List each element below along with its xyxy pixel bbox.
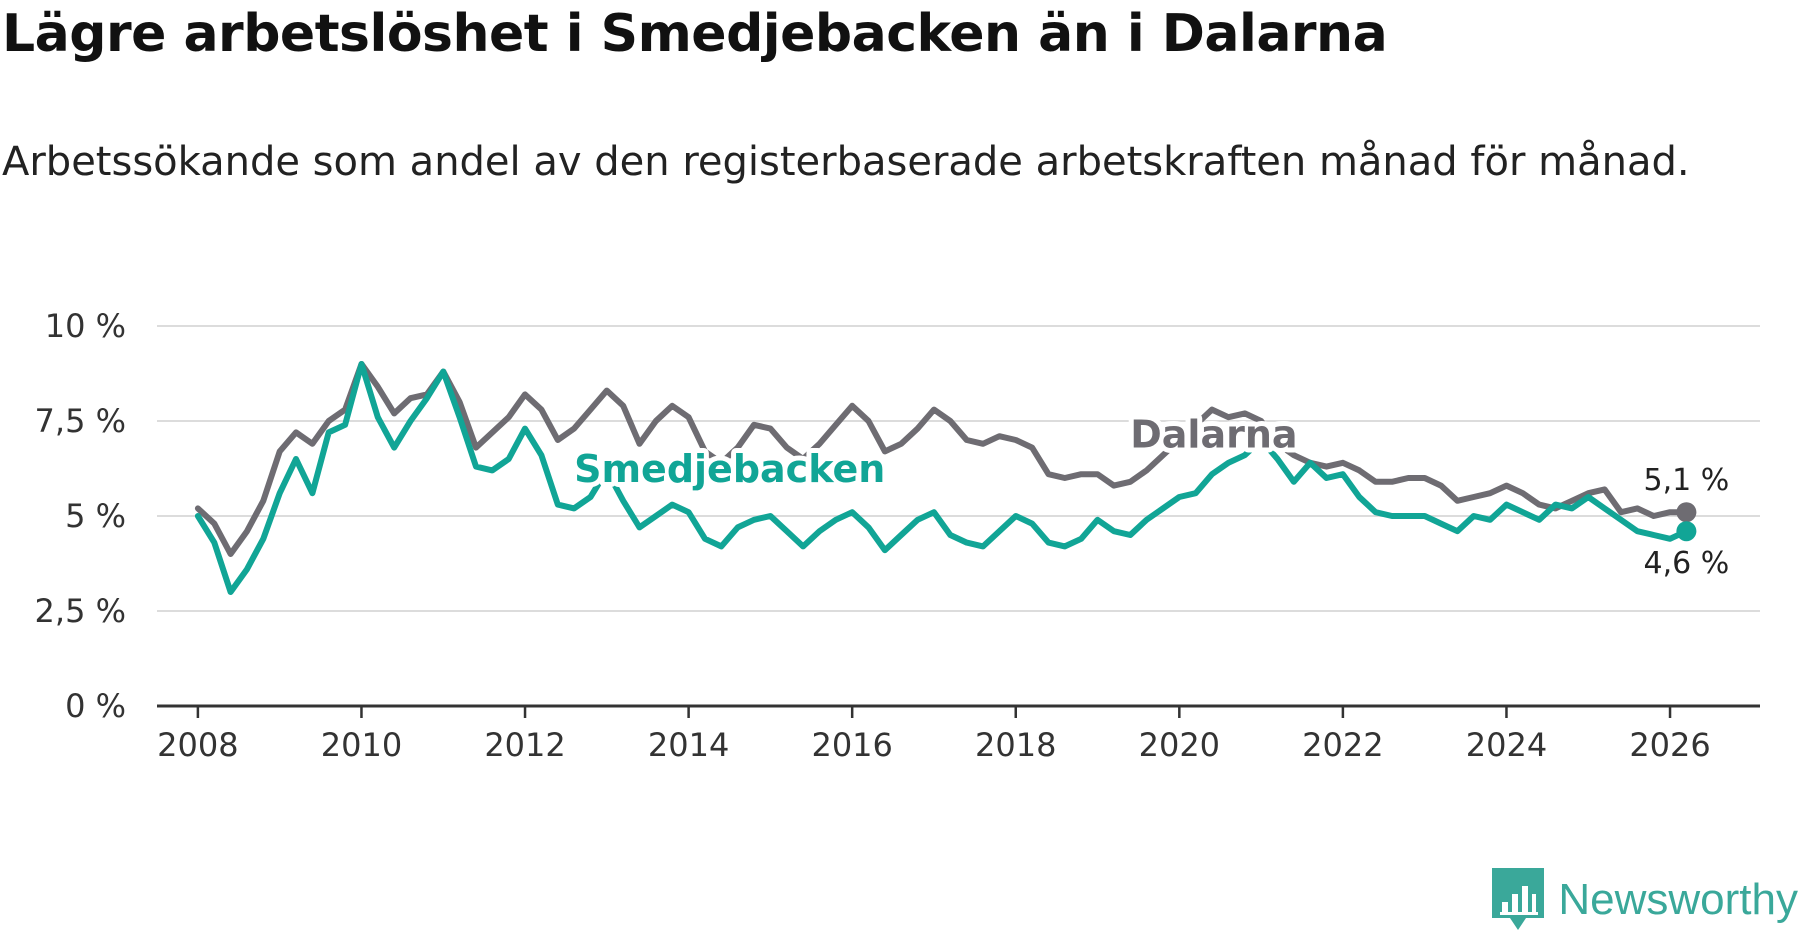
brand-name: Newsworthy: [1558, 875, 1798, 924]
x-tick-label: 2014: [648, 726, 729, 764]
chart-subtitle: Arbetssökande som andel av den registerb…: [2, 139, 1690, 185]
end-value-label-dalarna: 5,1 %: [1644, 463, 1730, 498]
y-tick-label: 2,5 %: [35, 592, 126, 630]
series-label-smedjebacken: Smedjebacken: [574, 447, 885, 491]
x-tick-label: 2010: [321, 726, 402, 764]
x-tick-label: 2024: [1466, 726, 1547, 764]
x-tick-label: 2018: [975, 726, 1056, 764]
y-tick-label: 5 %: [65, 497, 126, 535]
series-lines: [194, 361, 1690, 595]
end-value-label-smedjebacken: 4,6 %: [1644, 546, 1730, 581]
y-tick-label: 10 %: [45, 307, 126, 345]
x-tick-label: 2022: [1302, 726, 1383, 764]
bar-chart-icon: [1492, 868, 1545, 930]
brand-logo: Newsworthy: [1488, 852, 1798, 948]
chart-title: Lägre arbetslöshet i Smedjebacken än i D…: [2, 4, 1388, 64]
gridlines: 0 % 2,5 % 5 % 7,5 % 10 %: [35, 307, 1760, 725]
x-tick-label: 2008: [157, 726, 238, 764]
end-point-smedjebacken: [1676, 521, 1697, 542]
x-tick-label: 2016: [811, 726, 892, 764]
series-line-smedjebacken: [194, 361, 1690, 595]
x-axis: 2008 2010 2012 2014 2016 2018 2020 2022 2024 2026: [157, 704, 1760, 764]
end-point-dalarna: [1676, 502, 1697, 523]
y-tick-label: 7,5 %: [35, 402, 126, 440]
x-tick-label: 2020: [1139, 726, 1220, 764]
x-tick-label: 2012: [484, 726, 565, 764]
chart-labels: Dalarna Smedjebacken 5,1 % 4,6 %: [569, 408, 1730, 582]
x-tick-label: 2026: [1629, 726, 1710, 764]
y-tick-label: 0 %: [65, 687, 126, 725]
series-label-dalarna: Dalarna: [1130, 413, 1297, 457]
